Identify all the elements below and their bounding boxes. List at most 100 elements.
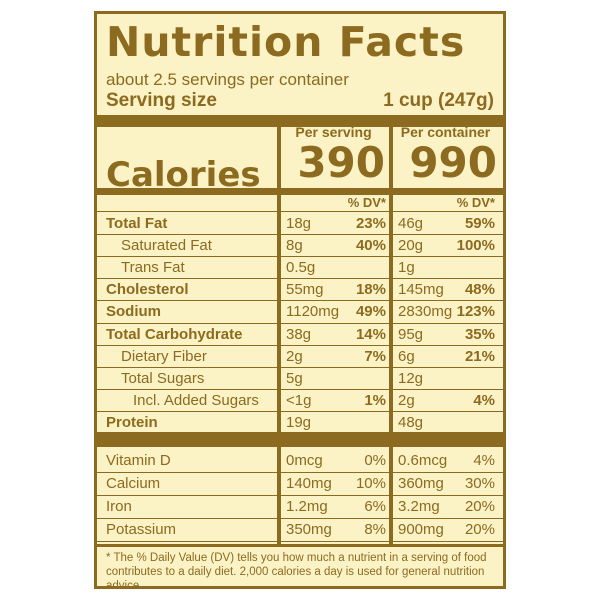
rule <box>97 322 503 324</box>
rule <box>97 278 503 280</box>
dv-per-serving: 40% <box>355 237 386 255</box>
dv-per-serving: 23% <box>355 215 386 232</box>
thick-divider-top <box>97 115 503 127</box>
calories-per-serving: 390 <box>297 138 385 187</box>
nutrient-row: Total Sugars 5g 12g <box>97 368 503 390</box>
rule <box>97 256 503 258</box>
dv-per-serving: 14% <box>355 325 386 343</box>
rule <box>97 344 503 346</box>
amount-per-container: 3.2mg <box>398 498 440 515</box>
nutrient-name: Total Sugars <box>121 369 205 387</box>
nutrient-name: Iron <box>106 498 132 515</box>
vitamin-row: Potassium 350mg 8% 900mg 20% <box>97 519 503 541</box>
rule <box>97 472 503 473</box>
nutrient-name: Incl. Added Sugars <box>133 391 259 409</box>
dv-per-serving: 1% <box>364 391 386 409</box>
amount-per-container: 46g <box>398 215 424 232</box>
dv-per-serving: 6% <box>364 498 386 515</box>
amount-per-container: 2g <box>398 391 415 409</box>
dv-per-serving: 0% <box>364 452 386 469</box>
dv-per-serving: 10% <box>355 475 386 492</box>
rule <box>97 366 503 368</box>
amount-per-container: 360mg <box>398 475 444 492</box>
label-title: Nutrition Facts <box>106 18 466 66</box>
dv-per-container: 35% <box>464 325 495 343</box>
nutrient-name: Trans Fat <box>121 259 185 277</box>
dv-per-container: 59% <box>464 215 495 232</box>
dv-per-container: 48% <box>464 281 495 299</box>
rule <box>97 495 503 496</box>
amount-per-container: 6g <box>398 347 415 365</box>
nutrient-name: Potassium <box>106 521 177 538</box>
footnote: * The % Daily Value (DV) tells you how m… <box>106 552 487 592</box>
nutrient-row: Trans Fat 0.5g 1g <box>97 257 503 279</box>
amount-per-container: 145mg <box>398 281 444 299</box>
thick-divider-vitamins <box>97 432 503 447</box>
vitamin-row: Iron 1.2mg 6% 3.2mg 20% <box>97 496 503 518</box>
vitamin-row: Calcium 140mg 10% 360mg 30% <box>97 473 503 495</box>
nutrient-row: Saturated Fat 8g 40% 20g 100% <box>97 235 503 257</box>
dv-per-container: 20% <box>464 498 495 515</box>
column-divider-1-vitamins <box>277 447 281 547</box>
dv-header-serving: % DV* <box>347 195 386 210</box>
serving-size-value: 1 cup (247g) <box>383 90 494 111</box>
dv-per-serving: 49% <box>355 303 386 321</box>
amount-per-serving: 0mcg <box>286 452 323 469</box>
rule <box>97 211 503 212</box>
amount-per-serving: 0.5g <box>286 259 316 277</box>
calories-per-container: 990 <box>409 138 497 187</box>
rule <box>97 234 503 236</box>
vitamin-row: Vitamin D 0mcg 0% 0.6mcg 4% <box>97 450 503 472</box>
rule <box>97 518 503 519</box>
dv-per-container: 4% <box>473 452 495 469</box>
nutrient-row: Dietary Fiber 2g 7% 6g 21% <box>97 346 503 368</box>
nutrient-name: Sodium <box>106 303 161 321</box>
dv-per-serving: 8% <box>364 521 386 538</box>
nutrient-name: Vitamin D <box>106 452 171 469</box>
dv-per-serving: 7% <box>364 347 386 365</box>
dv-per-container: 123% <box>456 303 495 321</box>
amount-per-serving: 140mg <box>286 475 332 492</box>
dv-per-container: 21% <box>464 347 495 365</box>
nutrient-row: Incl. Added Sugars <1g 1% 2g 4% <box>97 390 503 412</box>
amount-per-serving: 1120mg <box>286 303 340 321</box>
amount-per-container: 2830mg <box>398 303 453 321</box>
amount-per-serving: 2g <box>286 347 303 365</box>
amount-per-serving: 18g <box>286 215 312 232</box>
serving-size-label: Serving size <box>106 90 217 111</box>
nutrient-row: Total Carbohydrate 38g 14% 95g 35% <box>97 324 503 346</box>
amount-per-container: 0.6mcg <box>398 452 448 469</box>
nutrient-name: Dietary Fiber <box>121 347 207 365</box>
dv-per-container: 30% <box>464 475 495 492</box>
amount-per-container: 95g <box>398 325 424 343</box>
amount-per-serving: 38g <box>286 325 312 343</box>
dv-per-serving: 18% <box>355 281 386 299</box>
dv-per-container: 100% <box>456 237 495 255</box>
nutrient-name: Cholesterol <box>106 281 189 299</box>
amount-per-serving: 5g <box>286 369 303 387</box>
amount-per-container: 20g <box>398 237 424 255</box>
amount-per-serving: 19g <box>286 413 312 431</box>
amount-per-serving: 8g <box>286 237 303 255</box>
per-serving-header: Per serving <box>295 124 372 140</box>
nutrient-name: Protein <box>106 413 158 431</box>
nutrient-name: Total Fat <box>106 215 168 232</box>
nutrient-name: Saturated Fat <box>121 237 212 255</box>
divider-footnote <box>97 544 503 547</box>
amount-per-serving: 350mg <box>286 521 332 538</box>
amount-per-container: 12g <box>398 369 424 387</box>
amount-per-serving: 1.2mg <box>286 498 328 515</box>
amount-per-serving: <1g <box>286 391 312 409</box>
thick-divider-calories <box>97 188 503 195</box>
nutrition-label: Nutrition Facts about 2.5 servings per c… <box>94 11 506 592</box>
rule <box>97 410 503 412</box>
rule <box>97 388 503 390</box>
amount-per-container: 48g <box>398 413 424 431</box>
nutrient-name: Total Carbohydrate <box>106 325 243 343</box>
nutrient-row: Protein 19g 48g <box>97 412 503 434</box>
amount-per-serving: 55mg <box>286 281 324 299</box>
amount-per-container: 900mg <box>398 521 444 538</box>
amount-per-container: 1g <box>398 259 415 277</box>
dv-per-container: 4% <box>473 391 495 409</box>
servings-per-container: about 2.5 servings per container <box>106 70 349 89</box>
